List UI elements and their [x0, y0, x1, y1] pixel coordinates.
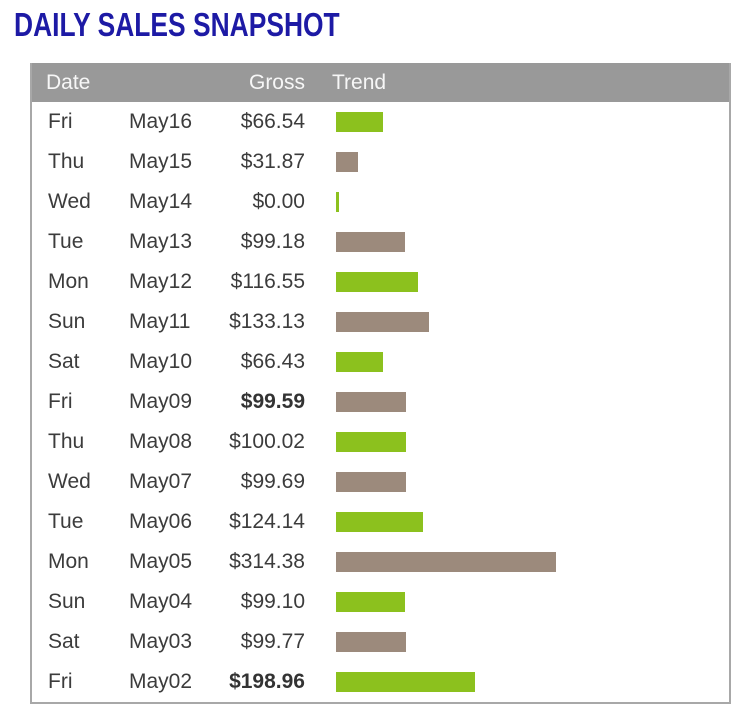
table-row: Sun May04 $99.10 — [32, 582, 729, 622]
gross-cell: $100.02 — [229, 430, 305, 453]
trend-bar — [336, 512, 423, 532]
gross-cell: $99.18 — [240, 230, 305, 253]
gross-cell: $133.13 — [229, 310, 305, 333]
column-header-date: Date — [46, 71, 91, 94]
trend-bar — [336, 272, 418, 292]
trend-bar — [336, 632, 406, 652]
trend-bar — [336, 152, 358, 172]
trend-bar — [336, 472, 406, 492]
day-cell: Thu — [48, 430, 85, 453]
page-title: DAILY SALES SNAPSHOT — [14, 6, 340, 43]
trend-bar — [336, 232, 405, 252]
day-cell: Sat — [48, 630, 80, 653]
table-row: Sun May11 $133.13 — [32, 302, 729, 342]
date-cell: May08 — [129, 430, 193, 453]
date-cell: May06 — [129, 510, 193, 533]
gross-cell: $124.14 — [229, 510, 305, 533]
date-cell: May12 — [129, 270, 193, 293]
gross-cell: $99.77 — [240, 630, 305, 653]
trend-bar — [336, 112, 383, 132]
gross-cell: $314.38 — [229, 550, 305, 573]
table-row: Sat May10 $66.43 — [32, 342, 729, 382]
column-header-trend: Trend — [332, 71, 387, 94]
table-row: Fri May09 $99.59 — [32, 382, 729, 422]
day-cell: Wed — [48, 190, 91, 213]
day-cell: Sat — [48, 350, 80, 373]
date-cell: May11 — [129, 310, 191, 333]
gross-cell: $66.43 — [240, 350, 305, 373]
date-cell: May16 — [129, 110, 193, 133]
gross-cell: $66.54 — [240, 110, 305, 133]
trend-bar — [336, 432, 406, 452]
day-cell: Fri — [48, 110, 73, 133]
day-cell: Fri — [48, 390, 73, 413]
table-row: Tue May13 $99.18 — [32, 222, 729, 262]
date-cell: May07 — [129, 470, 193, 493]
day-cell: Thu — [48, 150, 85, 173]
gross-cell: $31.87 — [240, 150, 305, 173]
table-row: Thu May15 $31.87 — [32, 142, 729, 182]
table-row: Tue May06 $124.14 — [32, 502, 729, 542]
gross-cell: $198.96 — [229, 670, 305, 693]
trend-bar — [336, 192, 339, 212]
table-row: Mon May05 $314.38 — [32, 542, 729, 582]
date-cell: May05 — [129, 550, 193, 573]
date-cell: May14 — [129, 190, 193, 213]
gross-cell: $99.10 — [240, 590, 305, 613]
table-row: Fri May16 $66.54 — [32, 102, 729, 142]
table-row: Sat May03 $99.77 — [32, 622, 729, 662]
day-cell: Sun — [48, 590, 86, 613]
trend-bar — [336, 592, 405, 612]
trend-bar — [336, 672, 475, 692]
date-cell: May03 — [129, 630, 193, 653]
day-cell: Mon — [48, 550, 89, 573]
day-cell: Tue — [48, 510, 84, 533]
trend-bar — [336, 312, 429, 332]
day-cell: Wed — [48, 470, 91, 493]
trend-bar — [336, 552, 556, 572]
table-header-row: Date Gross Trend — [32, 63, 729, 102]
gross-cell: $116.55 — [230, 270, 305, 293]
gross-cell: $99.69 — [240, 470, 305, 493]
date-cell: May09 — [129, 390, 193, 413]
day-cell: Sun — [48, 310, 86, 333]
column-header-gross: Gross — [248, 71, 305, 94]
day-cell: Tue — [48, 230, 84, 253]
table-row: Wed May07 $99.69 — [32, 462, 729, 502]
date-cell: May15 — [129, 150, 193, 173]
date-cell: May04 — [129, 590, 193, 613]
date-cell: May10 — [129, 350, 193, 373]
trend-bar — [336, 392, 406, 412]
gross-cell: $0.00 — [252, 190, 305, 213]
gross-cell: $99.59 — [240, 390, 305, 413]
table-row: Mon May12 $116.55 — [32, 262, 729, 302]
daily-sales-table: Date Gross Trend Fri May16 $66.54 Thu Ma… — [30, 63, 731, 704]
day-cell: Fri — [48, 670, 73, 693]
day-cell: Mon — [48, 270, 89, 293]
table-row: Thu May08 $100.02 — [32, 422, 729, 462]
table-row: Wed May14 $0.00 — [32, 182, 729, 222]
table-row: Fri May02 $198.96 — [32, 662, 729, 702]
trend-bar — [336, 352, 383, 372]
date-cell: May02 — [129, 670, 193, 693]
table-body: Fri May16 $66.54 Thu May15 $31.87 Wed Ma… — [32, 102, 729, 702]
date-cell: May13 — [129, 230, 193, 253]
